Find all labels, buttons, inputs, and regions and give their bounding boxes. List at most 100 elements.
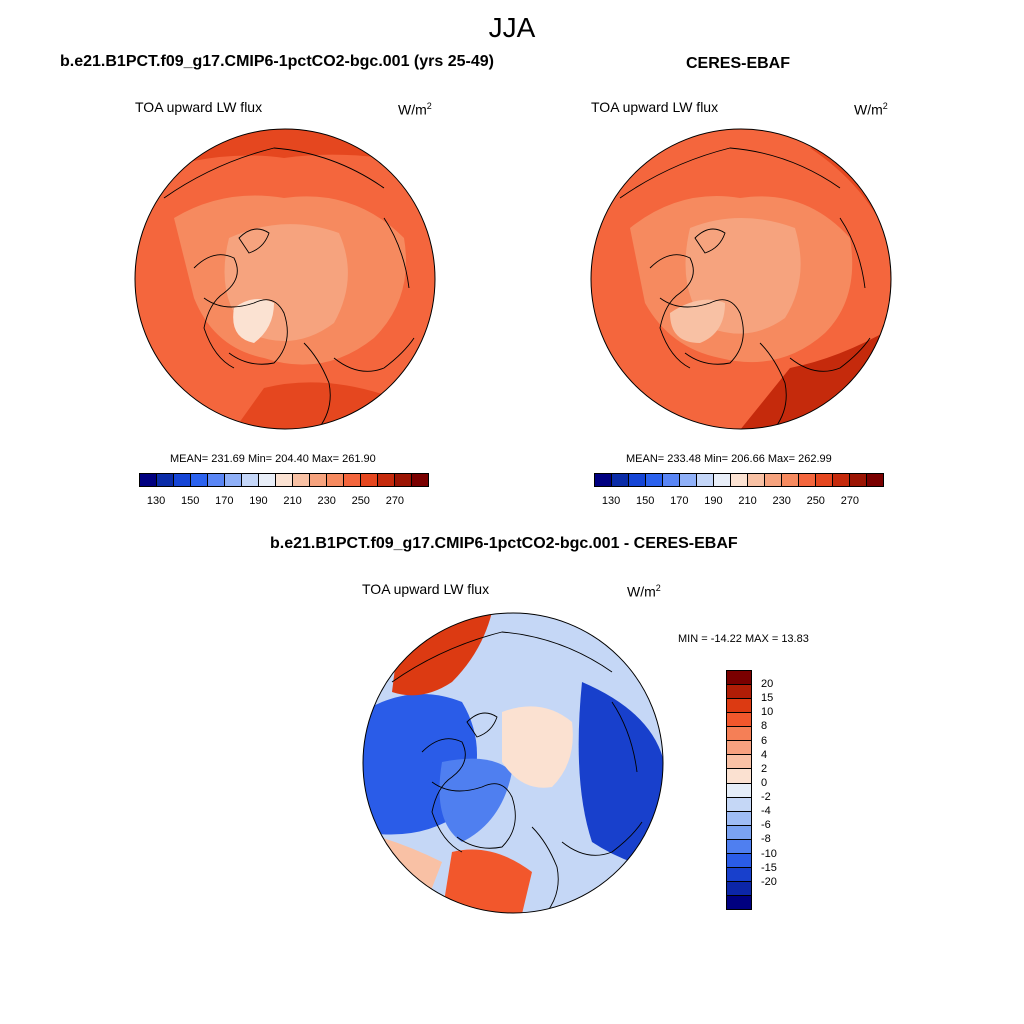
model-units-label: W/m2 (398, 101, 432, 118)
diff-coastlines (391, 631, 643, 913)
colorbar-tick-label: 15 (761, 692, 774, 705)
colorbar-swatch (816, 474, 833, 486)
colorbar-swatch (595, 474, 612, 486)
colorbar-swatch (727, 713, 751, 728)
colorbar-tick-label: 150 (635, 495, 655, 507)
colorbar-swatch (727, 699, 751, 714)
model-greenland-region (233, 299, 274, 343)
colorbar-swatch (208, 474, 225, 486)
colorbar-tick-label: 0 (761, 776, 768, 789)
colorbar-swatch (727, 797, 751, 812)
colorbar-swatch (293, 474, 310, 486)
colorbar-swatch (191, 474, 208, 486)
colorbar-swatch (833, 474, 850, 486)
colorbar-swatch (799, 474, 816, 486)
colorbar-tick-label: -15 (761, 861, 777, 874)
colorbar-swatch (727, 769, 751, 784)
colorbar-tick-label: 190 (249, 495, 268, 507)
colorbar-tick-label: 8 (761, 720, 768, 733)
colorbar-swatch (727, 755, 751, 770)
colorbar-swatch (646, 474, 663, 486)
colorbar-tick-label: 130 (146, 495, 166, 507)
model-polar-map (134, 128, 436, 430)
colorbar-swatch (867, 474, 883, 486)
diff-stats-text: MIN = -14.22 MAX = 13.83 (678, 633, 809, 645)
colorbar-tick-label: 230 (772, 495, 791, 507)
colorbar-swatch (378, 474, 395, 486)
diff-panel-title: b.e21.B1PCT.f09_g17.CMIP6-1pctCO2-bgc.00… (270, 535, 738, 552)
colorbar-swatch (727, 881, 751, 896)
colorbar-tick-label: 2 (761, 762, 768, 775)
colorbar-tick-label: 250 (806, 495, 825, 507)
model-colorbar-ticks: 130 150 170 190 210 230 250 270 (139, 495, 429, 509)
model-stats-text: MEAN= 231.69 Min= 204.40 Max= 261.90 (170, 453, 376, 465)
model-high-flux-south (234, 382, 435, 429)
colorbar-swatch (361, 474, 378, 486)
colorbar-swatch (395, 474, 412, 486)
colorbar-swatch (225, 474, 242, 486)
obs-polar-map (590, 128, 892, 430)
colorbar-swatch (727, 741, 751, 756)
colorbar-swatch (697, 474, 714, 486)
colorbar-swatch (174, 474, 191, 486)
model-variable-label: TOA upward LW flux (135, 99, 263, 115)
colorbar-tick-label: 6 (761, 734, 768, 747)
season-title: JJA (488, 12, 536, 43)
colorbar-swatch (782, 474, 799, 486)
colorbar-swatch (663, 474, 680, 486)
obs-stats-text: MEAN= 233.48 Min= 206.66 Max= 262.99 (626, 453, 832, 465)
colorbar-swatch (765, 474, 782, 486)
obs-greenland-region (670, 299, 725, 343)
obs-colorbar (594, 473, 884, 487)
colorbar-swatch (727, 783, 751, 798)
diff-colorbar (726, 670, 752, 910)
colorbar-swatch (727, 839, 751, 854)
colorbar-swatch (680, 474, 697, 486)
model-colorbar (139, 473, 429, 487)
colorbar-tick-label: 270 (385, 495, 405, 507)
diff-negative-east (578, 682, 663, 872)
colorbar-swatch (727, 825, 751, 840)
colorbar-tick-label: 250 (351, 495, 370, 507)
diff-units-label: W/m2 (627, 583, 661, 600)
colorbar-swatch (242, 474, 259, 486)
colorbar-tick-label: 10 (761, 706, 774, 719)
colorbar-tick-label: 150 (180, 495, 200, 507)
colorbar-tick-label: 210 (738, 495, 757, 507)
model-panel-title: b.e21.B1PCT.f09_g17.CMIP6-1pctCO2-bgc.00… (60, 53, 494, 70)
colorbar-swatch (850, 474, 867, 486)
colorbar-tick-label: 230 (317, 495, 336, 507)
colorbar-tick-label: 190 (704, 495, 723, 507)
diff-positive-polar (502, 706, 573, 788)
colorbar-swatch (748, 474, 765, 486)
colorbar-swatch (731, 474, 748, 486)
colorbar-swatch (727, 853, 751, 868)
colorbar-tick-label: -8 (761, 833, 771, 846)
colorbar-tick-label: 20 (761, 678, 774, 691)
colorbar-swatch (344, 474, 361, 486)
colorbar-swatch (727, 896, 751, 910)
colorbar-tick-label: -6 (761, 819, 771, 832)
diff-positive-south (442, 849, 532, 913)
colorbar-swatch (157, 474, 174, 486)
colorbar-swatch (727, 727, 751, 742)
colorbar-swatch (412, 474, 428, 486)
colorbar-tick-label: 270 (840, 495, 860, 507)
obs-units-label: W/m2 (854, 101, 888, 118)
obs-coastlines (619, 147, 871, 429)
diff-colorbar-ticks: 20 15 10 8 6 4 2 0 -2 -4 -6 -8 -10 -15 -20 (761, 670, 801, 910)
colorbar-tick-label: 170 (215, 495, 234, 507)
obs-colorbar-ticks: 130 150 170 190 210 230 250 270 (594, 495, 884, 509)
diff-polar-map (362, 612, 664, 914)
colorbar-swatch (714, 474, 731, 486)
obs-variable-label: TOA upward LW flux (591, 99, 719, 115)
colorbar-tick-label: -20 (761, 875, 777, 888)
colorbar-swatch (727, 867, 751, 882)
colorbar-swatch (629, 474, 646, 486)
colorbar-tick-label: 130 (601, 495, 621, 507)
diff-variable-label: TOA upward LW flux (362, 581, 490, 597)
colorbar-tick-label: -10 (761, 847, 777, 860)
colorbar-tick-label: -2 (761, 791, 771, 804)
obs-panel-title: CERES-EBAF (686, 55, 791, 72)
colorbar-tick-label: -4 (761, 805, 771, 818)
